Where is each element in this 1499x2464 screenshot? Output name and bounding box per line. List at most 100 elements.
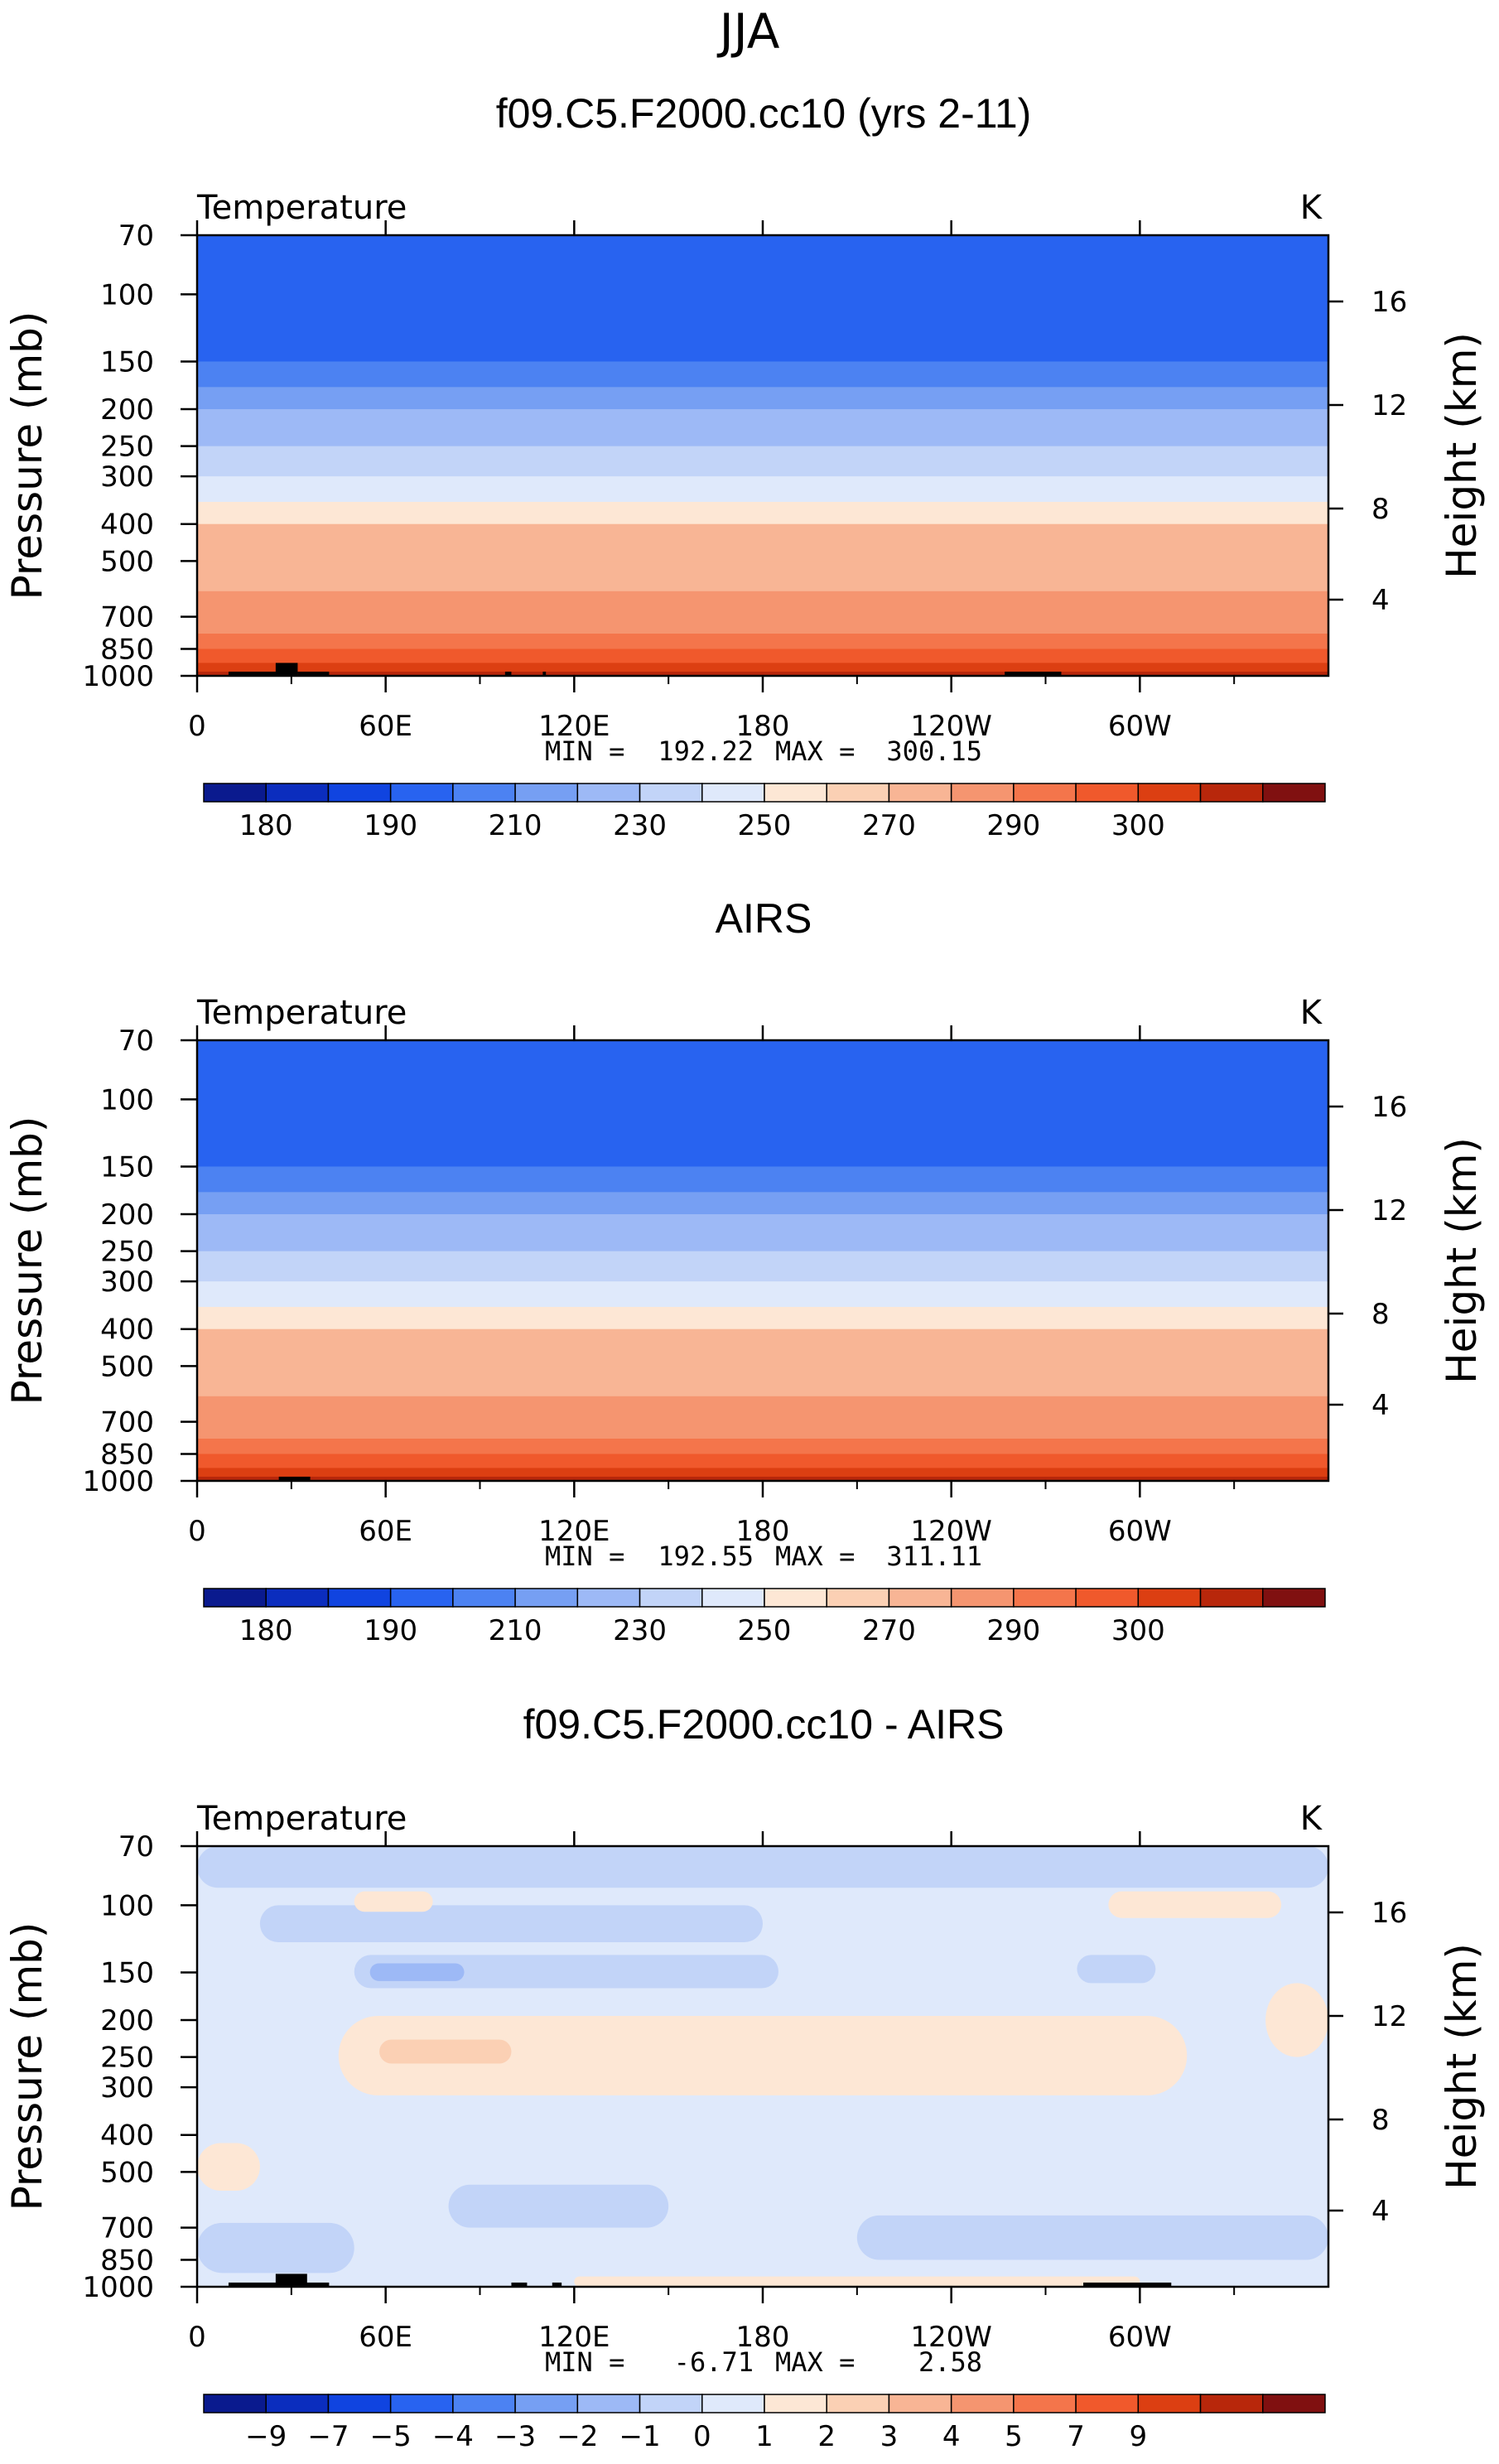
colorbar-swatch <box>1262 783 1326 803</box>
colorbar-swatch <box>826 783 890 803</box>
y-tick-label: 300 <box>100 2071 154 2105</box>
colorbar-swatch <box>389 2394 454 2413</box>
y-tick-label: 250 <box>100 1236 154 1269</box>
max-value: 311.11 <box>886 1541 982 1572</box>
colorbar-swatch <box>1075 2394 1140 2413</box>
y-tick-label: 1000 <box>82 660 154 693</box>
contour-patch <box>259 1905 763 1942</box>
contour-band <box>197 501 1328 525</box>
colorbar-label: −3 <box>494 2420 536 2453</box>
x-tick-label: 60E <box>359 1515 412 1548</box>
contour-band <box>197 1192 1328 1215</box>
contour-band <box>197 1099 1328 1137</box>
x-tick-label: 180 <box>736 2321 790 2354</box>
x-tick-label: 180 <box>736 1515 790 1548</box>
field-label: Temperature <box>196 1800 407 1838</box>
x-tick-label: 120E <box>538 2321 610 2354</box>
contour-patch <box>338 2015 1188 2095</box>
colorbar-swatch <box>1013 2394 1077 2413</box>
colorbar-swatch <box>327 1588 392 1608</box>
max-value: 2.58 <box>918 2346 982 2378</box>
colorbar-swatch <box>452 2394 516 2413</box>
colorbar-swatch <box>826 1588 890 1608</box>
colorbar-swatch <box>1075 1588 1140 1608</box>
y-right-tick-label: 8 <box>1371 2104 1390 2137</box>
colorbar-swatch <box>265 1588 330 1608</box>
colorbar-swatch <box>1199 1588 1264 1608</box>
colorbar-label: 210 <box>489 809 542 842</box>
y-tick-label: 700 <box>100 601 154 634</box>
colorbar-swatch <box>1199 783 1264 803</box>
y-tick-label: 500 <box>100 545 154 578</box>
contour-band <box>197 476 1328 503</box>
max-label: MAX = <box>775 1541 855 1572</box>
panel-difference: f09.C5.F2000.cc10 - AIRS Temperature K 0 60E… <box>3 1701 1486 2453</box>
colorbar-label: 2 <box>817 2420 836 2453</box>
colorbar-label: 190 <box>364 1614 417 1647</box>
colorbar-swatch <box>888 2394 952 2413</box>
panel-title: AIRS <box>716 895 812 942</box>
contour-band <box>197 1396 1328 1423</box>
y-tick-label: 850 <box>100 1438 154 1471</box>
x-tick-label: 60E <box>359 710 412 743</box>
topography-block <box>297 671 330 676</box>
y-axis-label-left: Pressure (mb) <box>3 311 51 600</box>
y-right-tick-label: 4 <box>1371 2195 1390 2228</box>
y-tick-label: 850 <box>100 633 154 666</box>
colorbar-swatch <box>514 2394 579 2413</box>
colorbar-swatch <box>888 783 952 803</box>
units-label: K <box>1300 189 1323 227</box>
colorbar-swatch <box>1013 1588 1077 1608</box>
panel-title: f09.C5.F2000.cc10 (yrs 2-11) <box>496 90 1032 137</box>
contour-band <box>197 1328 1328 1367</box>
y-tick-label: 300 <box>100 1266 154 1299</box>
max-label: MAX = <box>775 735 855 767</box>
y-tick-label: 70 <box>118 1025 154 1058</box>
contour-band <box>197 361 1328 388</box>
colorbar-label: 250 <box>738 1614 792 1647</box>
colorbar-swatch <box>888 1588 952 1608</box>
colorbar-label: 290 <box>986 1614 1040 1647</box>
y-right-tick-label: 12 <box>1371 389 1407 422</box>
contour-patch <box>1077 1955 1156 1984</box>
contour-band <box>197 409 1328 447</box>
contour-band <box>197 1421 1328 1439</box>
colorbar-swatch <box>265 783 330 803</box>
colorbar-swatch <box>701 2394 765 2413</box>
y-right-tick-label: 12 <box>1371 2000 1407 2033</box>
colorbar-label: 300 <box>1111 1614 1165 1647</box>
units-label: K <box>1300 1800 1323 1838</box>
units-label: K <box>1300 994 1323 1032</box>
topography-block <box>504 671 512 676</box>
y-right-tick-label: 4 <box>1371 1389 1390 1422</box>
colorbar-swatch <box>701 783 765 803</box>
panel-title: f09.C5.F2000.cc10 - AIRS <box>523 1701 1005 1748</box>
y-tick-label: 100 <box>100 278 154 311</box>
y-tick-label: 200 <box>100 393 154 427</box>
min-label: MIN = <box>545 2346 624 2378</box>
contour-patch <box>354 1891 433 1912</box>
colorbar-swatch <box>639 2394 703 2413</box>
contour-patch <box>856 2215 1328 2260</box>
colorbar-label: −1 <box>619 2420 660 2453</box>
contour-band <box>197 1476 1328 1482</box>
contour-band <box>197 523 1328 562</box>
y-tick-label: 1000 <box>82 1465 154 1498</box>
x-tick-label: 60W <box>1108 710 1172 743</box>
colorbar-label: 230 <box>613 1614 667 1647</box>
super-title: JJA <box>717 3 780 60</box>
min-value: -6.71 <box>674 2346 754 2378</box>
y-right-tick-label: 4 <box>1371 584 1390 617</box>
contour-patch <box>1265 1983 1328 2057</box>
y-tick-label: 400 <box>100 509 154 542</box>
colorbar-label: −7 <box>307 2420 349 2453</box>
x-tick-label: 0 <box>188 2321 206 2354</box>
contour-band <box>197 671 1328 677</box>
y-axis-label-left: Pressure (mb) <box>3 1922 51 2211</box>
contour-patch <box>197 2143 260 2192</box>
colorbar-label: 4 <box>942 2420 961 2453</box>
y-right-tick-label: 12 <box>1371 1194 1407 1227</box>
colorbar-label: 7 <box>1067 2420 1085 2453</box>
y-tick-label: 400 <box>100 1314 154 1347</box>
topography-block <box>228 671 292 676</box>
